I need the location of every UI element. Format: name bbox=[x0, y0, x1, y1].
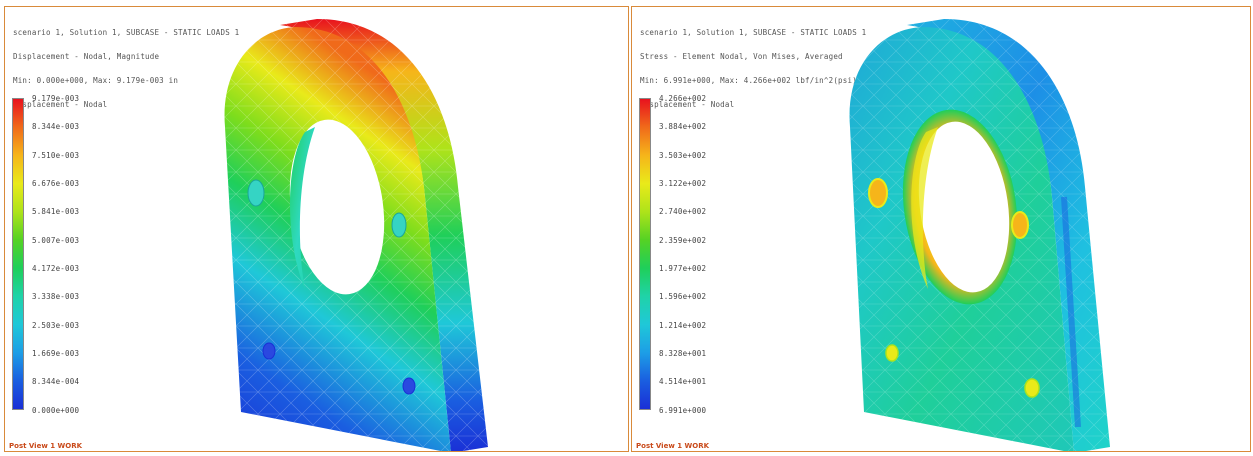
legend-label: 4.514e+001 bbox=[659, 377, 707, 386]
stress-color-legend: 4.266e+002 3.884e+002 3.503e+002 3.122e+… bbox=[639, 94, 719, 415]
legend-label: 3.338e-003 bbox=[32, 292, 80, 301]
displacement-color-legend: 9.179e-003 8.344e-003 7.510e-003 6.676e-… bbox=[12, 94, 92, 415]
legend-label: 3.503e+002 bbox=[659, 151, 707, 160]
legend-label: 6.991e+000 bbox=[659, 406, 707, 415]
header-line: scenario 1, Solution 1, SUBCASE - STATIC… bbox=[13, 28, 240, 37]
legend-label: 8.328e+001 bbox=[659, 349, 707, 358]
legend-label: 1.214e+002 bbox=[659, 321, 707, 330]
bracket-displacement-model[interactable] bbox=[5, 7, 629, 452]
bolt-hole bbox=[247, 179, 265, 207]
displacement-viewport[interactable]: scenario 1, Solution 1, SUBCASE - STATIC… bbox=[4, 6, 629, 452]
legend-label: 3.884e+002 bbox=[659, 122, 707, 131]
bolt-hole bbox=[262, 342, 276, 360]
legend-label: 2.359e+002 bbox=[659, 236, 707, 245]
legend-label: 6.676e-003 bbox=[32, 179, 80, 188]
result-header: scenario 1, Solution 1, SUBCASE - STATIC… bbox=[640, 13, 866, 125]
header-line: Min: 0.000e+000, Max: 9.179e-003 in bbox=[13, 76, 179, 85]
bolt-hole bbox=[1011, 211, 1029, 239]
legend-label: 8.344e-004 bbox=[32, 377, 80, 386]
legend-label: 2.503e-003 bbox=[32, 321, 80, 330]
legend-label: 1.977e+002 bbox=[659, 264, 707, 273]
bolt-hole bbox=[1024, 378, 1040, 398]
result-header: scenario 1, Solution 1, SUBCASE - STATIC… bbox=[13, 13, 239, 125]
stress-viewport[interactable]: scenario 1, Solution 1, SUBCASE - STATIC… bbox=[631, 6, 1251, 452]
bracket-stress-model[interactable] bbox=[632, 7, 1251, 452]
legend-color-bar bbox=[639, 98, 651, 410]
bolt-hole bbox=[402, 377, 416, 395]
legend-color-bar bbox=[12, 98, 24, 410]
header-line: Displacement - Nodal, Magnitude bbox=[13, 52, 160, 61]
legend-label: 2.740e+002 bbox=[659, 207, 707, 216]
legend-label: 3.122e+002 bbox=[659, 179, 707, 188]
legend-label: 4.266e+002 bbox=[659, 94, 707, 103]
legend-label: 7.510e-003 bbox=[32, 151, 80, 160]
legend-label: 9.179e-003 bbox=[32, 94, 80, 103]
bolt-hole bbox=[885, 344, 899, 362]
view-name-label: Post View 1 WORK bbox=[9, 442, 83, 450]
legend-label: 1.596e+002 bbox=[659, 292, 707, 301]
legend-label: 5.007e-003 bbox=[32, 236, 80, 245]
header-line: Displacement - Nodal bbox=[640, 100, 735, 109]
central-hole-wall bbox=[911, 127, 938, 289]
legend-label: 4.172e-003 bbox=[32, 264, 80, 273]
central-hole bbox=[918, 121, 1010, 293]
header-line: Min: 6.991e+000, Max: 4.266e+002 lbf/in^… bbox=[640, 76, 857, 85]
legend-label: 8.344e-003 bbox=[32, 122, 80, 131]
bolt-hole bbox=[391, 212, 407, 238]
view-name-label: Post View 1 WORK bbox=[636, 442, 710, 450]
header-line: Displacement - Nodal bbox=[13, 100, 108, 109]
legend-label: 1.669e-003 bbox=[32, 349, 80, 358]
header-line: scenario 1, Solution 1, SUBCASE - STATIC… bbox=[640, 28, 867, 37]
legend-label: 5.841e-003 bbox=[32, 207, 80, 216]
central-hole-wall bbox=[289, 127, 315, 289]
legend-label: 0.000e+000 bbox=[32, 406, 80, 415]
bolt-hole bbox=[868, 178, 888, 208]
central-hole bbox=[289, 119, 385, 295]
header-line: Stress - Element Nodal, Von Mises, Avera… bbox=[640, 52, 843, 61]
